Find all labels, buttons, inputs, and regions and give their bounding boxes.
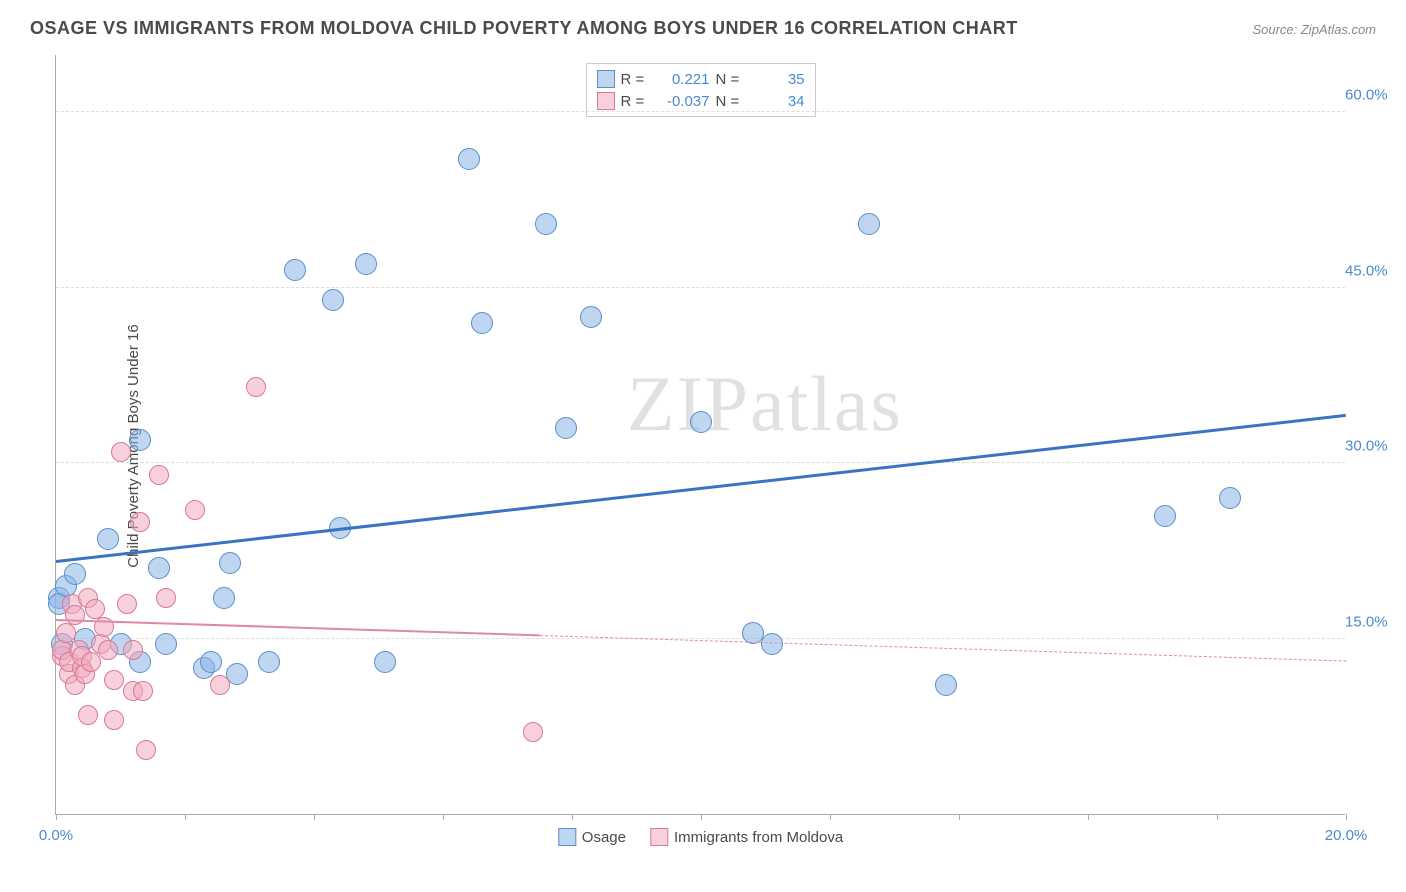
trend-line [56, 413, 1346, 562]
legend-item-label: Osage [582, 829, 626, 846]
data-point [149, 465, 169, 485]
x-tick [959, 814, 960, 820]
gridline [56, 462, 1345, 463]
data-point [56, 623, 76, 643]
legend-r-label: R = [621, 71, 649, 88]
gridline [56, 287, 1345, 288]
data-point [123, 640, 143, 660]
data-point [471, 312, 493, 334]
x-tick [701, 814, 702, 820]
watermark: ZIPatlas [627, 359, 903, 449]
x-tick [443, 814, 444, 820]
data-point [155, 633, 177, 655]
legend-n-value: 35 [750, 71, 805, 88]
data-point [200, 651, 222, 673]
data-point [742, 622, 764, 644]
data-point [185, 500, 205, 520]
legend-n-label: N = [716, 93, 744, 110]
data-point [458, 148, 480, 170]
x-tick [830, 814, 831, 820]
y-tick-label: 30.0% [1345, 438, 1400, 455]
data-point [355, 253, 377, 275]
data-point [1154, 505, 1176, 527]
data-point [104, 710, 124, 730]
legend-swatch [558, 828, 576, 846]
x-tick-label: 20.0% [1325, 827, 1368, 844]
x-tick [314, 814, 315, 820]
data-point [64, 563, 86, 585]
data-point [246, 377, 266, 397]
data-point [65, 605, 85, 625]
data-point [935, 674, 957, 696]
series-legend: Osage Immigrants from Moldova [558, 828, 843, 846]
data-point [523, 722, 543, 742]
x-tick [1088, 814, 1089, 820]
trend-line [56, 619, 540, 636]
data-point [117, 594, 137, 614]
gridline [56, 638, 1345, 639]
source-label: Source: ZipAtlas.com [1252, 22, 1376, 37]
y-tick-label: 15.0% [1345, 613, 1400, 630]
data-point [1219, 487, 1241, 509]
data-point [148, 557, 170, 579]
legend-r-value: 0.221 [655, 71, 710, 88]
data-point [130, 512, 150, 532]
chart-title: OSAGE VS IMMIGRANTS FROM MOLDOVA CHILD P… [30, 18, 1018, 39]
legend-r-value: -0.037 [655, 93, 710, 110]
gridline [56, 111, 1345, 112]
x-tick [572, 814, 573, 820]
data-point [258, 651, 280, 673]
x-tick [1346, 814, 1347, 820]
x-tick [56, 814, 57, 820]
data-point [78, 705, 98, 725]
data-point [210, 675, 230, 695]
data-point [97, 528, 119, 550]
data-point [761, 633, 783, 655]
trend-line [540, 635, 1346, 662]
legend-swatch [597, 70, 615, 88]
data-point [284, 259, 306, 281]
x-tick [185, 814, 186, 820]
legend-n-label: N = [716, 71, 744, 88]
plot-area: ZIPatlas R =0.221N =35R =-0.037N =34 Osa… [55, 55, 1345, 815]
legend-n-value: 34 [750, 93, 805, 110]
data-point [104, 670, 124, 690]
legend-swatch [650, 828, 668, 846]
data-point [111, 442, 131, 462]
legend-row: R = -0.037 N = 34 [597, 90, 805, 112]
data-point [98, 640, 118, 660]
y-tick-label: 45.0% [1345, 262, 1400, 279]
data-point [213, 587, 235, 609]
x-tick-label: 0.0% [39, 827, 73, 844]
data-point [580, 306, 602, 328]
data-point [136, 740, 156, 760]
x-tick [1217, 814, 1218, 820]
data-point [156, 588, 176, 608]
data-point [129, 429, 151, 451]
legend-item: Osage [558, 828, 626, 846]
data-point [858, 213, 880, 235]
legend-swatch [597, 92, 615, 110]
correlation-legend: R = 0.221 N = 35 R = -0.037 N = 34 [586, 63, 816, 117]
legend-row: R = 0.221 N = 35 [597, 68, 805, 90]
data-point [555, 417, 577, 439]
data-point [690, 411, 712, 433]
data-point [133, 681, 153, 701]
data-point [374, 651, 396, 673]
legend-r-label: R = [621, 93, 649, 110]
legend-item-label: Immigrants from Moldova [674, 829, 843, 846]
data-point [535, 213, 557, 235]
data-point [219, 552, 241, 574]
y-tick-label: 60.0% [1345, 87, 1400, 104]
data-point [322, 289, 344, 311]
legend-item: Immigrants from Moldova [650, 828, 843, 846]
